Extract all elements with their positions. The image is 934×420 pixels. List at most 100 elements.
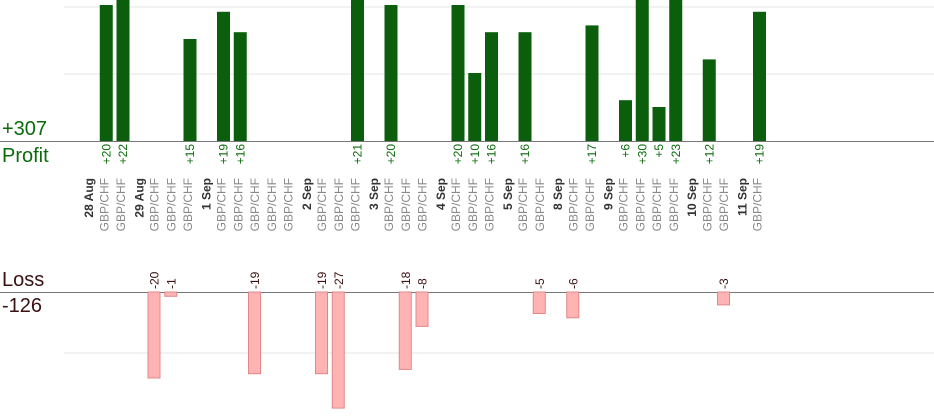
loss-bar bbox=[147, 291, 161, 379]
profit-bar bbox=[635, 0, 649, 141]
date-label: 29 Aug bbox=[132, 178, 146, 218]
date-label: 2 Sep bbox=[300, 178, 314, 210]
loss-bar bbox=[398, 291, 412, 370]
loss-total: -126 bbox=[2, 295, 43, 317]
profit-bar bbox=[451, 5, 465, 141]
pair-label: GBP/CHF bbox=[349, 178, 363, 231]
profit-value-label: +16 bbox=[485, 144, 499, 165]
profit-value-label: +19 bbox=[753, 144, 767, 165]
loss-bar bbox=[717, 291, 730, 306]
pair-label: GBP/CHF bbox=[483, 178, 497, 231]
profit-bar bbox=[384, 5, 398, 141]
profit-value-label: +5 bbox=[652, 144, 666, 158]
pair-label: GBP/CHF bbox=[315, 178, 329, 231]
profit-value-label: +22 bbox=[116, 144, 130, 165]
profit-bar bbox=[518, 32, 532, 142]
pair-label: GBP/CHF bbox=[667, 178, 681, 231]
pair-label: GBP/CHF bbox=[97, 178, 111, 231]
date-label: 10 Sep bbox=[685, 178, 699, 217]
pair-label: GBP/CHF bbox=[516, 178, 530, 231]
date-label: 11 Sep bbox=[735, 178, 749, 216]
profit-value-label: +6 bbox=[619, 144, 633, 158]
pair-label: GBP/CHF bbox=[466, 178, 480, 231]
loss-bar bbox=[331, 291, 345, 409]
loss-bar bbox=[315, 291, 328, 375]
loss-value-label: -3 bbox=[717, 278, 731, 289]
pair-label: GBP/CHF bbox=[583, 178, 597, 231]
profit-bar bbox=[183, 39, 197, 141]
date-label: 5 Sep bbox=[501, 178, 515, 210]
profit-value-label: +23 bbox=[669, 144, 683, 165]
profit-value-label: +19 bbox=[217, 144, 231, 165]
pair-label: GBP/CHF bbox=[282, 178, 296, 231]
pair-label: GBP/CHF bbox=[533, 178, 547, 231]
pair-label: GBP/CHF bbox=[265, 178, 279, 231]
loss-value-label: -18 bbox=[399, 271, 413, 289]
pair-label: GBP/CHF bbox=[215, 178, 229, 231]
loss-value-label: -8 bbox=[416, 278, 430, 289]
pair-label: GBP/CHF bbox=[633, 178, 647, 231]
profit-value-label: +21 bbox=[351, 144, 365, 165]
loss-value-label: -6 bbox=[566, 278, 580, 289]
profit-bar bbox=[702, 59, 716, 141]
profit-bar bbox=[652, 107, 666, 141]
pair-label: GBP/CHF bbox=[751, 178, 765, 231]
pair-label: GBP/CHF bbox=[617, 178, 631, 231]
loss-value-label: -27 bbox=[332, 271, 346, 289]
pair-label: GBP/CHF bbox=[416, 178, 430, 231]
pair-label: GBP/CHF bbox=[148, 178, 162, 231]
loss-value-label: -19 bbox=[248, 271, 262, 289]
date-label: 9 Sep bbox=[601, 178, 615, 210]
loss-bar bbox=[415, 291, 429, 327]
profit-value-label: +16 bbox=[518, 144, 532, 165]
pair-label: GBP/CHF bbox=[650, 178, 664, 231]
loss-label: Loss bbox=[2, 269, 45, 291]
profit-bar bbox=[351, 0, 364, 141]
profit-value-label: +15 bbox=[183, 144, 197, 165]
profit-total: +307 bbox=[2, 118, 48, 140]
profit-bar bbox=[669, 0, 683, 141]
date-label: 8 Sep bbox=[551, 178, 565, 210]
profit-value-label: +20 bbox=[384, 144, 398, 165]
loss-bar bbox=[566, 291, 580, 319]
loss-value-label: -1 bbox=[164, 278, 178, 289]
pair-label: GBP/CHF bbox=[382, 178, 396, 231]
profit-bar bbox=[753, 11, 766, 141]
profit-bar bbox=[485, 32, 498, 142]
profit-value-label: +16 bbox=[233, 144, 247, 165]
pair-label: GBP/CHF bbox=[566, 178, 580, 231]
pair-label: GBP/CHF bbox=[717, 178, 731, 231]
profit-value-label: +12 bbox=[702, 144, 716, 165]
profit-value-label: +20 bbox=[99, 144, 113, 165]
date-label: 3 Sep bbox=[367, 178, 381, 210]
pair-label: GBP/CHF bbox=[449, 178, 463, 231]
pair-label: GBP/CHF bbox=[399, 178, 413, 231]
loss-value-label: -19 bbox=[315, 271, 329, 289]
pair-label: GBP/CHF bbox=[700, 178, 714, 231]
loss-bar bbox=[248, 291, 261, 375]
loss-value-label: -20 bbox=[148, 271, 162, 289]
pair-label: GBP/CHF bbox=[231, 178, 245, 231]
pair-label: GBP/CHF bbox=[114, 178, 128, 231]
pair-label: GBP/CHF bbox=[248, 178, 262, 231]
profit-value-label: +10 bbox=[468, 144, 482, 165]
profit-bar bbox=[619, 100, 632, 141]
loss-bar bbox=[164, 291, 178, 297]
profit-bar bbox=[468, 73, 482, 141]
profit-bar bbox=[116, 0, 130, 141]
date-label: 28 Aug bbox=[82, 178, 96, 218]
date-label: 1 Sep bbox=[199, 178, 213, 210]
date-label: 4 Sep bbox=[434, 178, 448, 210]
profit-bar bbox=[233, 32, 247, 142]
profit-value-label: +17 bbox=[585, 144, 599, 165]
profit-bar bbox=[99, 5, 113, 141]
profit-label: Profit bbox=[2, 145, 49, 167]
pair-label: GBP/CHF bbox=[181, 178, 195, 231]
profit-bar bbox=[217, 11, 230, 141]
profit-value-label: +20 bbox=[451, 144, 465, 165]
loss-bar bbox=[532, 291, 546, 314]
profit-value-label: +30 bbox=[635, 144, 649, 165]
profit-bar bbox=[585, 25, 599, 141]
loss-value-label: -5 bbox=[533, 278, 547, 289]
